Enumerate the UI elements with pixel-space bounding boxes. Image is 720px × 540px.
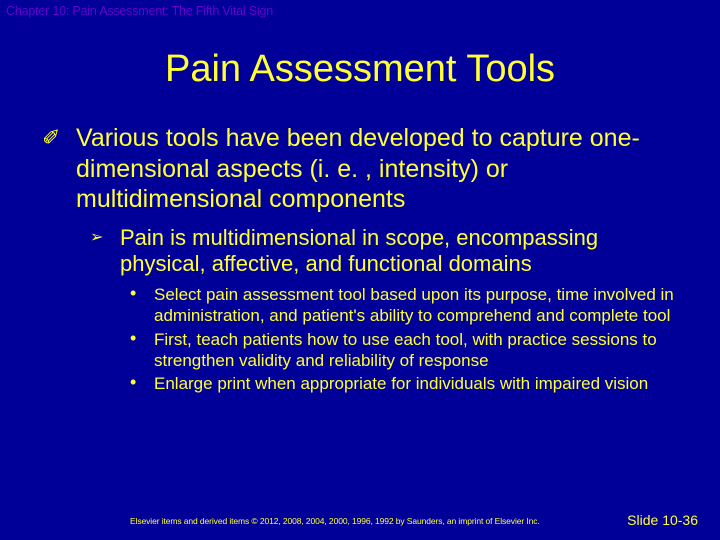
- copyright-footer: Elsevier items and derived items © 2012,…: [130, 516, 540, 526]
- bullet-text-lvl3: Select pain assessment tool based upon i…: [154, 284, 678, 327]
- bullet-text-lvl3: Enlarge print when appropriate for indiv…: [154, 373, 678, 394]
- bullet-level3: • Select pain assessment tool based upon…: [130, 284, 678, 327]
- bullet-text-lvl2: Pain is multidimensional in scope, encom…: [120, 225, 678, 279]
- bullet-glyph-lvl1: ✐: [42, 123, 76, 151]
- slide-number: Slide 10-36: [627, 512, 698, 528]
- bullet-level3: • Enlarge print when appropriate for ind…: [130, 373, 678, 394]
- bullet-text-lvl1: Various tools have been developed to cap…: [76, 123, 678, 215]
- slide-body: ✐ Various tools have been developed to c…: [0, 123, 720, 394]
- chapter-header: Chapter 10: Pain Assessment: The Fifth V…: [0, 0, 720, 20]
- bullet-text-lvl3: First, teach patients how to use each to…: [154, 329, 678, 372]
- bullet-glyph-lvl3: •: [130, 373, 154, 393]
- slide-title: Pain Assessment Tools: [0, 48, 720, 91]
- bullet-glyph-lvl2: ➢: [90, 225, 120, 249]
- bullet-glyph-lvl3: •: [130, 329, 154, 349]
- bullet-glyph-lvl3: •: [130, 284, 154, 304]
- bullet-level2: ➢ Pain is multidimensional in scope, enc…: [90, 225, 678, 279]
- bullet-level3: • First, teach patients how to use each …: [130, 329, 678, 372]
- bullet-level1: ✐ Various tools have been developed to c…: [42, 123, 678, 215]
